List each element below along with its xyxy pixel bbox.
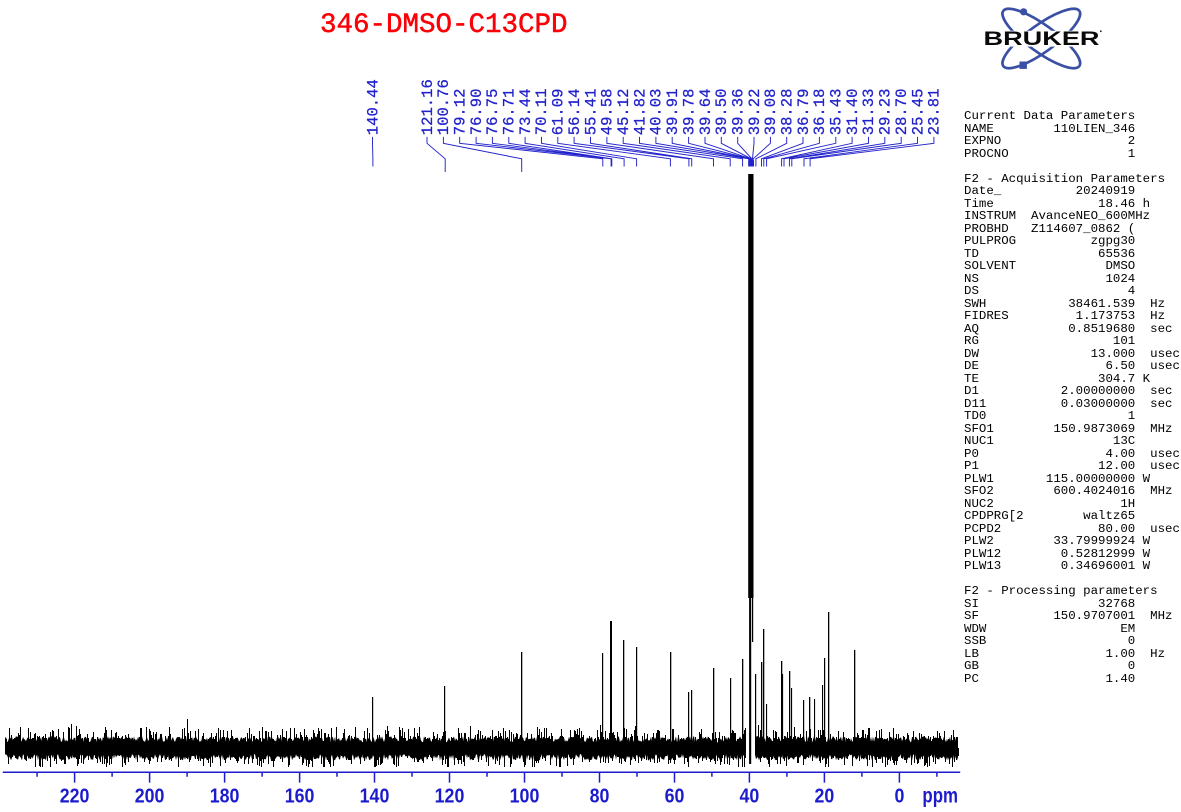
svg-text:55.41: 55.41	[582, 89, 600, 136]
svg-text:0: 0	[894, 786, 904, 808]
svg-text:23.81: 23.81	[926, 89, 944, 136]
svg-text:40: 40	[740, 786, 760, 808]
svg-text:120: 120	[435, 786, 465, 808]
svg-text:29.23: 29.23	[877, 89, 895, 136]
svg-text:38.28: 38.28	[779, 89, 797, 136]
svg-text:73.44: 73.44	[517, 89, 535, 136]
svg-text:76.75: 76.75	[484, 89, 502, 136]
svg-text:ppm: ppm	[922, 785, 958, 808]
svg-text:BRUKER: BRUKER	[984, 28, 1100, 50]
svg-text:40.03: 40.03	[648, 89, 666, 136]
svg-text:220: 220	[60, 786, 90, 808]
svg-text:39.91: 39.91	[664, 89, 682, 136]
svg-text:35.43: 35.43	[828, 89, 846, 136]
svg-text:39.64: 39.64	[697, 89, 715, 136]
svg-text:39.36: 39.36	[730, 89, 748, 136]
svg-text:31.33: 31.33	[860, 89, 878, 136]
svg-text:180: 180	[210, 786, 240, 808]
svg-text:100: 100	[510, 786, 540, 808]
svg-text:140: 140	[360, 786, 390, 808]
svg-text:70.11: 70.11	[533, 89, 551, 136]
svg-text:45.12: 45.12	[615, 89, 633, 136]
svg-text:28.70: 28.70	[893, 89, 911, 136]
svg-text:200: 200	[135, 786, 165, 808]
svg-text:56.14: 56.14	[566, 89, 584, 136]
svg-text:31.40: 31.40	[844, 89, 862, 136]
svg-text:160: 160	[285, 786, 315, 808]
svg-text:80: 80	[590, 786, 610, 808]
svg-text:76.90: 76.90	[468, 89, 486, 136]
svg-text:20: 20	[815, 786, 835, 808]
svg-text:36.18: 36.18	[811, 89, 829, 136]
svg-text:140.44: 140.44	[364, 79, 382, 135]
svg-text:100.76: 100.76	[435, 79, 453, 135]
svg-text:25.45: 25.45	[909, 89, 927, 136]
svg-text:79.12: 79.12	[452, 89, 470, 136]
svg-text:36.79: 36.79	[795, 89, 813, 136]
svg-text:39.22: 39.22	[746, 89, 764, 136]
svg-text:39.08: 39.08	[762, 89, 780, 136]
svg-text:49.58: 49.58	[599, 89, 617, 136]
svg-text:61.09: 61.09	[550, 89, 568, 136]
svg-text:60: 60	[665, 786, 685, 808]
svg-text:39.50: 39.50	[713, 89, 731, 136]
svg-text:76.71: 76.71	[501, 89, 519, 136]
svg-text:41.82: 41.82	[631, 89, 649, 136]
svg-text:121.16: 121.16	[419, 79, 437, 135]
svg-text:39.78: 39.78	[680, 89, 698, 136]
